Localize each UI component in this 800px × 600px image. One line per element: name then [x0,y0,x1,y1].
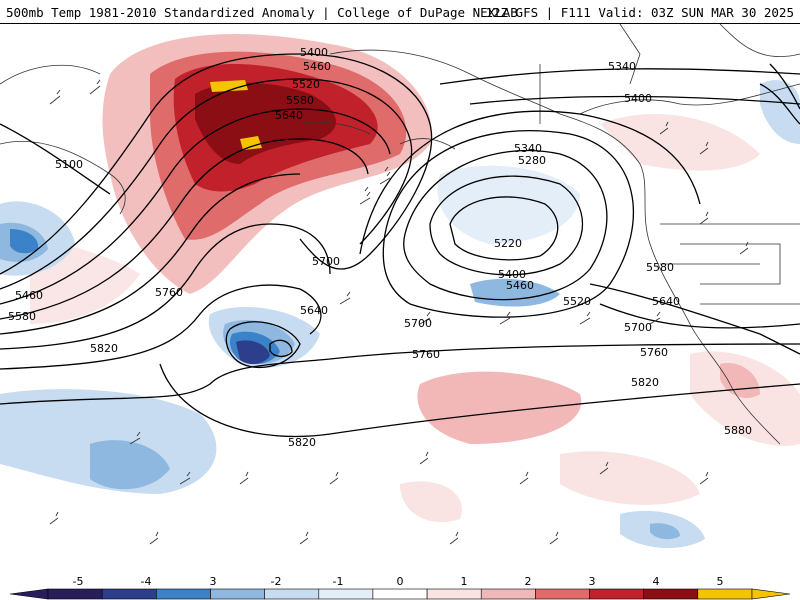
colorbar-cell [156,588,211,600]
colorbar-tick: 3 [209,575,217,588]
positive-anomaly-shading [30,34,800,523]
contour-label: 5820 [90,342,118,355]
contour-label: 5400 [498,268,526,281]
height-contours [0,53,800,438]
colorbar-cell [480,588,536,600]
colorbar-tick-labels: -5 -4 3 -2 -1 0 1 2 3 4 5 [0,574,800,588]
contour-label: 5700 [404,317,432,330]
colorbar-extension-high [751,588,791,600]
map-canvas: 5400 5460 5520 5580 5640 5100 5460 5580 … [0,24,800,549]
contour-label: 5340 [514,142,542,155]
colorbar-tick: 3 [588,575,596,588]
negative-anomaly-shading [0,80,800,549]
contour-label: 5460 [303,60,331,73]
contour-label: 5760 [640,346,668,359]
contour-label: 5340 [608,60,636,73]
colorbar-cell [697,588,753,600]
colorbar-cell [643,588,699,600]
contour-label: 5400 [300,46,328,59]
contour-label: 5760 [412,348,440,361]
contour-label: 5520 [563,295,591,308]
contour-label: 5460 [506,279,534,292]
colorbar-tick: 2 [524,575,532,588]
colorbar-cell [426,588,482,600]
contour-label: 5280 [518,154,546,167]
colorbar-cell [264,588,320,600]
contour-label: 5760 [155,286,183,299]
contour-label: 5700 [312,255,340,268]
contour-label: 5460 [15,289,43,302]
contour-label: 5880 [724,424,752,437]
colorbar-tick: 1 [460,575,468,588]
coastlines [0,24,800,445]
contour-label: 5640 [652,295,680,308]
colorbar-cell [210,588,266,600]
contour-label: 5820 [631,376,659,389]
contour-labels: 5400 5460 5520 5580 5640 5100 5460 5580 … [8,46,752,449]
contour-label: 5580 [286,94,314,107]
contour-label: 5640 [300,304,328,317]
colorbar-cell [535,588,590,600]
model-run-info: 12Z GFS | F111 Valid: 03Z SUN MAR 30 202… [485,5,794,20]
contour-label: 5580 [8,310,36,323]
colorbar-tick: 0 [396,575,404,588]
colorbar-cell [47,588,103,600]
colorbar-strip [9,588,791,600]
colorbar-cell [372,588,428,600]
colorbar-tick: -4 [140,575,152,588]
colorbar-tick: -5 [72,575,84,588]
contour-label: 5220 [494,237,522,250]
contour-label: 5640 [275,109,303,122]
anomaly-map[interactable]: 5400 5460 5520 5580 5640 5100 5460 5580 … [0,24,800,574]
colorbar-cell [101,588,157,600]
colorbar-cell [589,588,645,600]
contour-label: 5580 [646,261,674,274]
colorbar-cell [318,588,374,600]
contour-label: 5520 [292,78,320,91]
contour-label: 5820 [288,436,316,449]
contour-label: 5100 [55,158,83,171]
anomaly-colorbar: -5 -4 3 -2 -1 0 1 2 3 4 5 [0,574,800,600]
colorbar-tick: -1 [332,575,344,588]
contour-label: 5700 [624,321,652,334]
map-header: 500mb Temp 1981-2010 Standardized Anomal… [0,0,800,24]
product-title: 500mb Temp 1981-2010 Standardized Anomal… [6,5,518,20]
contour-label: 5400 [624,92,652,105]
colorbar-extension-low [9,588,49,600]
wind-barbs [49,79,749,545]
colorbar-tick: -2 [270,575,282,588]
colorbar-tick: 5 [716,575,724,588]
colorbar-tick: 4 [652,575,660,588]
